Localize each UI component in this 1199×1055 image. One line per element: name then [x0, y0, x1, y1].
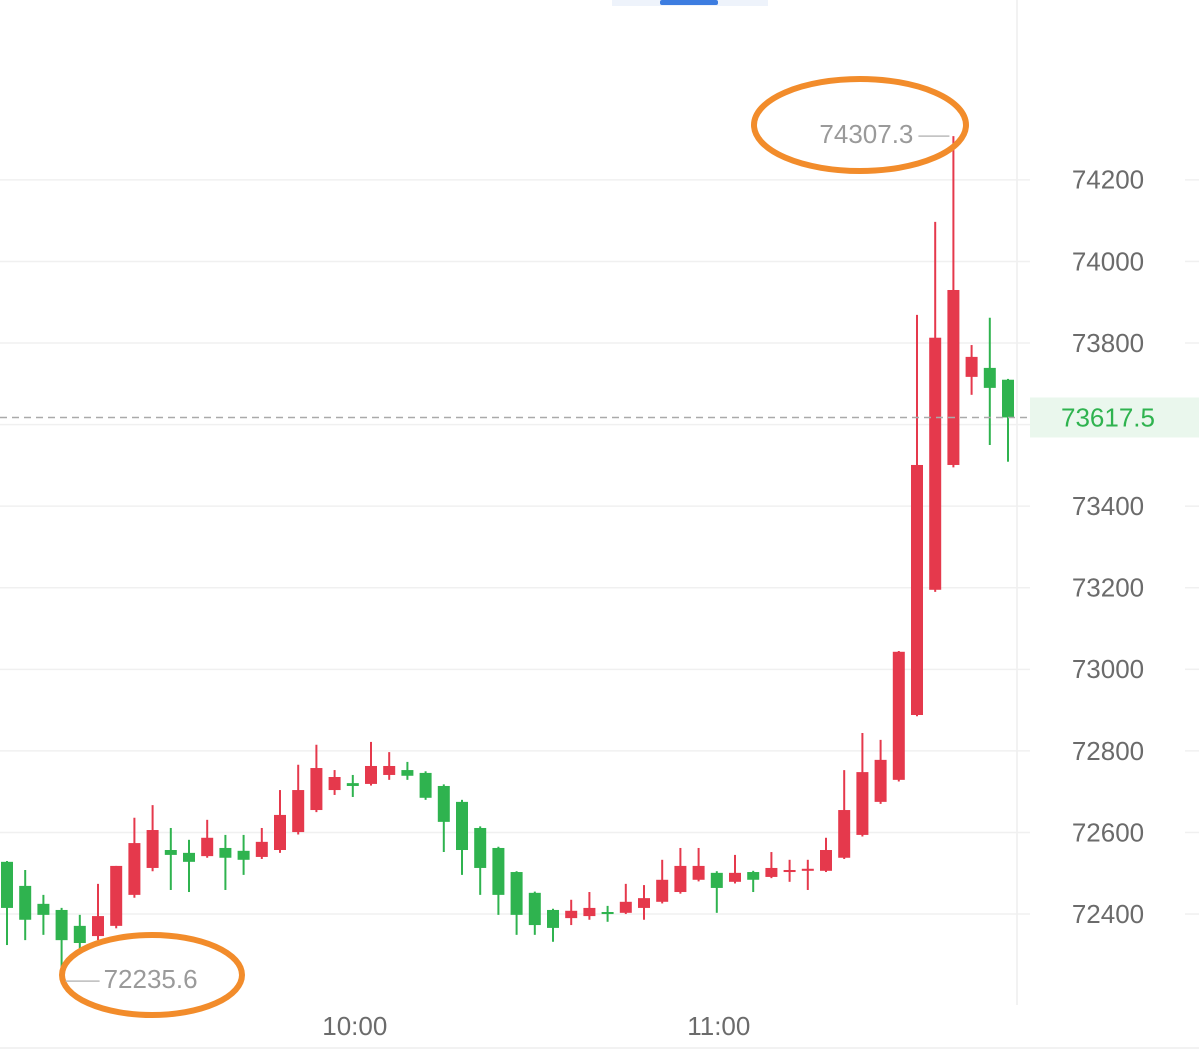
y-tick-label: 72400	[1072, 899, 1144, 929]
candle-body	[528, 892, 541, 926]
candle-body	[365, 765, 377, 784]
candle-body	[965, 356, 978, 377]
candle-body	[237, 850, 250, 860]
candle-body	[638, 898, 650, 908]
candle-body	[1002, 379, 1014, 418]
candle-body	[856, 772, 869, 835]
candle-body	[729, 872, 741, 882]
candle-body	[547, 909, 559, 928]
candle-body	[219, 847, 232, 858]
y-tick-label: 74200	[1072, 165, 1144, 195]
highlight-circle	[59, 932, 245, 1018]
candle-body	[674, 865, 687, 893]
y-tick-label: 72600	[1072, 817, 1144, 847]
candle-body	[601, 912, 614, 915]
max-price-label: 74307.3	[819, 119, 913, 149]
candle-body	[19, 885, 32, 920]
y-tick-label: 73400	[1072, 491, 1144, 521]
candle-body	[710, 872, 723, 888]
candle-body	[164, 850, 177, 855]
candle-body	[565, 910, 578, 919]
candle-body	[292, 790, 305, 833]
y-tick-label: 73800	[1072, 328, 1144, 358]
candle-body	[838, 810, 851, 858]
candle-body	[474, 827, 487, 868]
candle-body	[783, 869, 796, 873]
candle-body	[510, 872, 523, 915]
candle-body	[346, 783, 359, 786]
candle-body	[37, 903, 50, 915]
y-tick-label: 73000	[1072, 654, 1144, 684]
x-tick-label: 11:00	[687, 1011, 750, 1041]
candle-body	[765, 867, 778, 877]
candle-body	[1, 861, 13, 908]
candle-body	[874, 759, 887, 802]
candle-body	[92, 916, 104, 937]
candle-body	[201, 837, 214, 857]
tab-indicator	[660, 0, 718, 5]
candle-body	[437, 785, 450, 822]
highlight-circle	[751, 76, 969, 174]
candle-body	[328, 776, 341, 791]
candle-body	[692, 865, 705, 880]
y-tick-label: 72800	[1072, 736, 1144, 766]
candle-body	[619, 901, 632, 913]
candle-body	[110, 865, 123, 926]
candle-body	[255, 841, 268, 857]
candle-body	[492, 847, 505, 895]
candle-body	[801, 868, 814, 871]
candle-body	[929, 337, 942, 590]
candle-body	[128, 843, 141, 895]
y-tick-label: 74000	[1072, 246, 1144, 276]
candle-body	[892, 651, 905, 780]
last-price-label: 73617.5	[1061, 402, 1155, 432]
candle-body	[146, 830, 159, 868]
candle-body	[73, 925, 86, 944]
candle-body	[983, 367, 996, 388]
candle-body	[747, 872, 760, 880]
last-price-badge	[1030, 397, 1199, 438]
candle-body	[55, 909, 68, 941]
candle-body	[947, 289, 960, 465]
x-tick-label: 10:00	[322, 1011, 387, 1041]
candle-body	[456, 801, 468, 851]
min-price-label: 72235.6	[104, 964, 198, 994]
candle-body	[656, 879, 669, 902]
candle-body	[274, 814, 286, 851]
candle-body	[310, 768, 323, 811]
candle-body	[419, 772, 432, 798]
candle-body	[583, 907, 596, 917]
candle-body	[401, 770, 414, 776]
candle-body	[820, 850, 832, 871]
candle-body	[911, 464, 923, 716]
candle-body	[383, 765, 396, 775]
candle-body	[183, 852, 195, 862]
y-tick-label: 73200	[1072, 573, 1144, 603]
